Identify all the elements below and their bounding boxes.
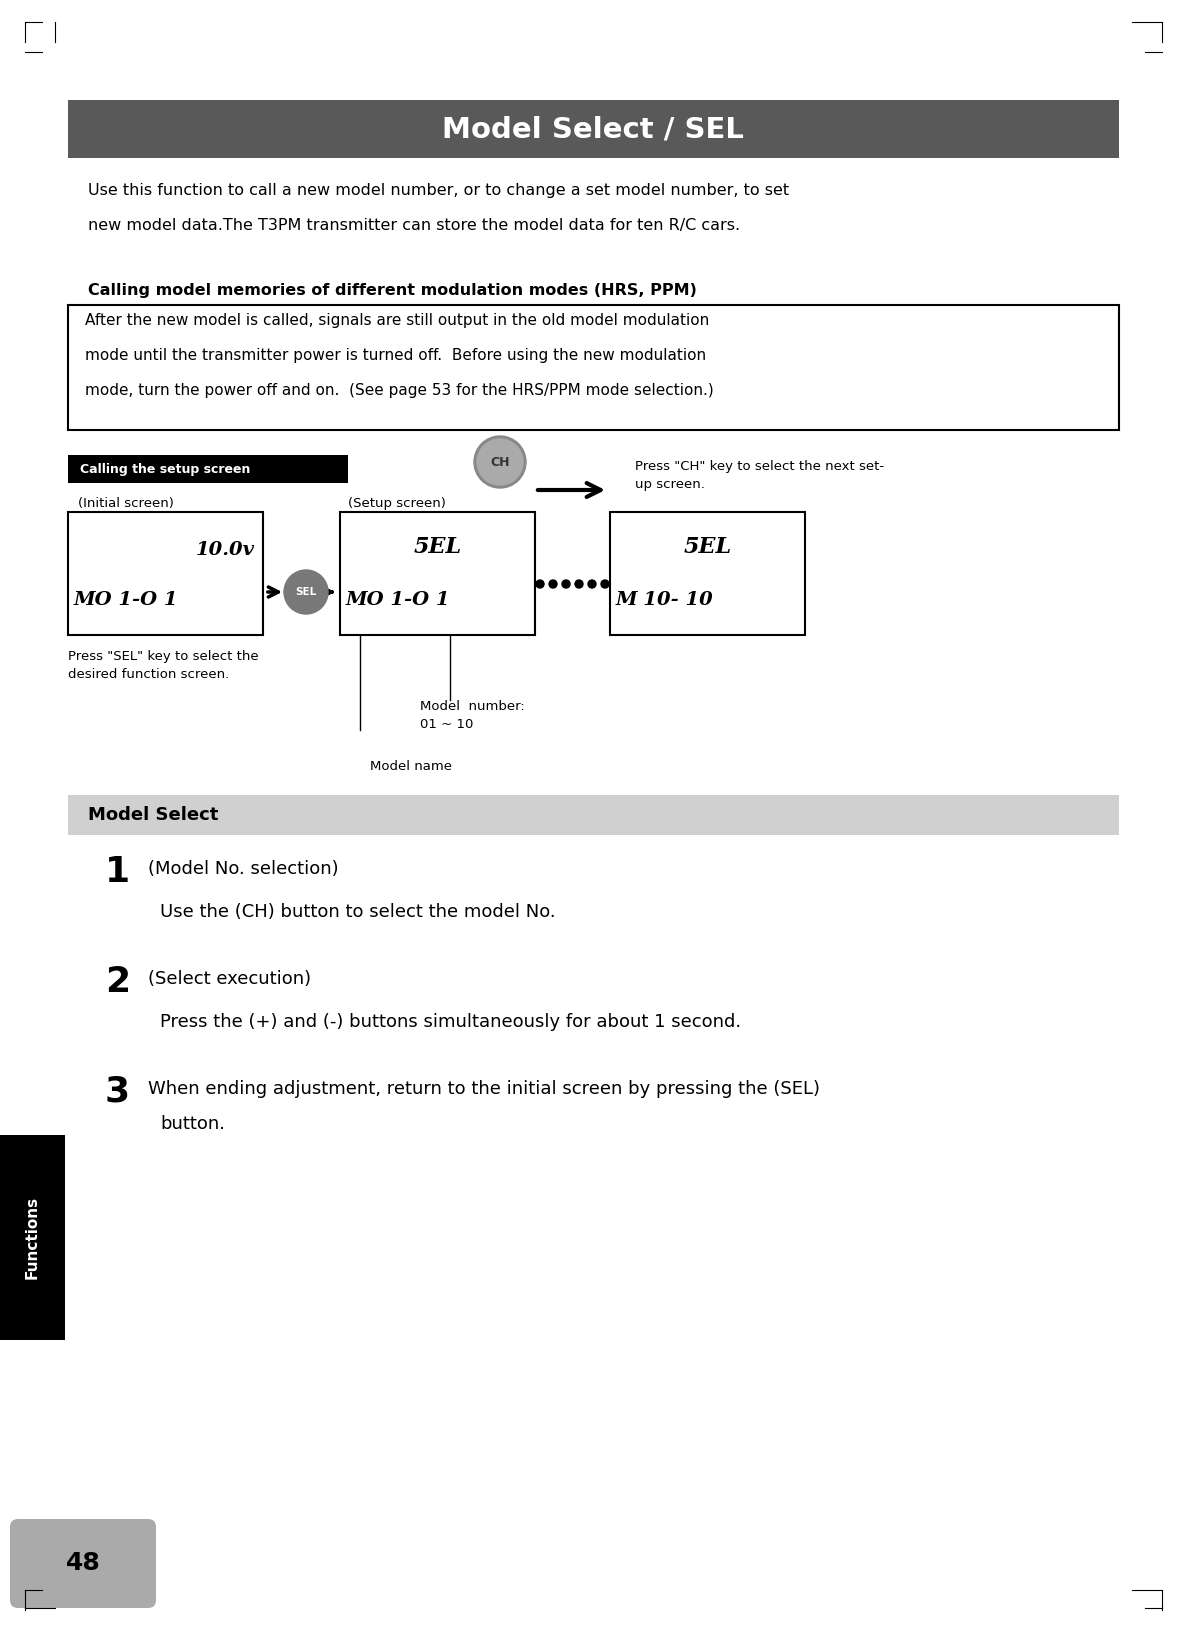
FancyBboxPatch shape bbox=[0, 1134, 65, 1340]
Text: Use the (CH) button to select the model No.: Use the (CH) button to select the model … bbox=[160, 903, 556, 921]
FancyBboxPatch shape bbox=[68, 99, 1119, 158]
Text: mode, turn the power off and on.  (See page 53 for the HRS/PPM mode selection.): mode, turn the power off and on. (See pa… bbox=[85, 383, 713, 398]
Text: (Model No. selection): (Model No. selection) bbox=[148, 861, 338, 879]
Circle shape bbox=[537, 580, 544, 588]
Text: 5EL: 5EL bbox=[684, 536, 731, 557]
Text: Model  number:
01 ~ 10: Model number: 01 ~ 10 bbox=[420, 699, 525, 730]
FancyBboxPatch shape bbox=[68, 512, 264, 636]
FancyBboxPatch shape bbox=[68, 455, 348, 482]
Text: 3: 3 bbox=[104, 1076, 131, 1108]
Text: CH: CH bbox=[490, 455, 509, 468]
FancyBboxPatch shape bbox=[339, 512, 535, 636]
Text: MO 1-O 1: MO 1-O 1 bbox=[345, 592, 451, 610]
Text: (Select execution): (Select execution) bbox=[148, 970, 311, 988]
Text: SEL: SEL bbox=[296, 587, 317, 597]
Text: mode until the transmitter power is turned off.  Before using the new modulation: mode until the transmitter power is turn… bbox=[85, 347, 706, 363]
Text: Calling model memories of different modulation modes (HRS, PPM): Calling model memories of different modu… bbox=[88, 284, 697, 298]
Circle shape bbox=[561, 580, 570, 588]
Text: Calling the setup screen: Calling the setup screen bbox=[80, 463, 250, 476]
Text: Press "SEL" key to select the
desired function screen.: Press "SEL" key to select the desired fu… bbox=[68, 650, 259, 681]
Text: Press "CH" key to select the next set-
up screen.: Press "CH" key to select the next set- u… bbox=[635, 460, 884, 491]
Text: Use this function to call a new model number, or to change a set model number, t: Use this function to call a new model nu… bbox=[88, 183, 789, 197]
FancyBboxPatch shape bbox=[68, 795, 1119, 835]
Text: new model data.The T3PM transmitter can store the model data for ten R/C cars.: new model data.The T3PM transmitter can … bbox=[88, 218, 741, 233]
FancyBboxPatch shape bbox=[610, 512, 805, 636]
Text: Functions: Functions bbox=[25, 1196, 39, 1280]
Text: Press the (+) and (-) buttons simultaneously for about 1 second.: Press the (+) and (-) buttons simultaneo… bbox=[160, 1012, 741, 1032]
Text: When ending adjustment, return to the initial screen by pressing the (SEL): When ending adjustment, return to the in… bbox=[148, 1081, 820, 1099]
Text: After the new model is called, signals are still output in the old model modulat: After the new model is called, signals a… bbox=[85, 313, 710, 328]
Text: 10.0v: 10.0v bbox=[196, 541, 255, 559]
Circle shape bbox=[601, 580, 609, 588]
Circle shape bbox=[588, 580, 596, 588]
Circle shape bbox=[474, 435, 526, 487]
Text: M 10- 10: M 10- 10 bbox=[616, 592, 713, 610]
FancyBboxPatch shape bbox=[9, 1519, 155, 1609]
Circle shape bbox=[550, 580, 557, 588]
Text: 1: 1 bbox=[104, 856, 131, 888]
FancyBboxPatch shape bbox=[68, 305, 1119, 430]
Text: 2: 2 bbox=[104, 965, 131, 999]
Text: (Setup screen): (Setup screen) bbox=[348, 497, 446, 510]
Text: Model name: Model name bbox=[370, 760, 452, 773]
Text: 5EL: 5EL bbox=[413, 536, 462, 557]
Text: Model Select / SEL: Model Select / SEL bbox=[442, 116, 744, 143]
Circle shape bbox=[284, 570, 328, 615]
Text: Model Select: Model Select bbox=[88, 805, 218, 825]
Circle shape bbox=[477, 438, 523, 486]
Text: MO 1-O 1: MO 1-O 1 bbox=[74, 592, 178, 610]
Text: (Initial screen): (Initial screen) bbox=[78, 497, 173, 510]
Text: 48: 48 bbox=[65, 1552, 101, 1576]
Circle shape bbox=[575, 580, 583, 588]
Text: button.: button. bbox=[160, 1115, 226, 1133]
